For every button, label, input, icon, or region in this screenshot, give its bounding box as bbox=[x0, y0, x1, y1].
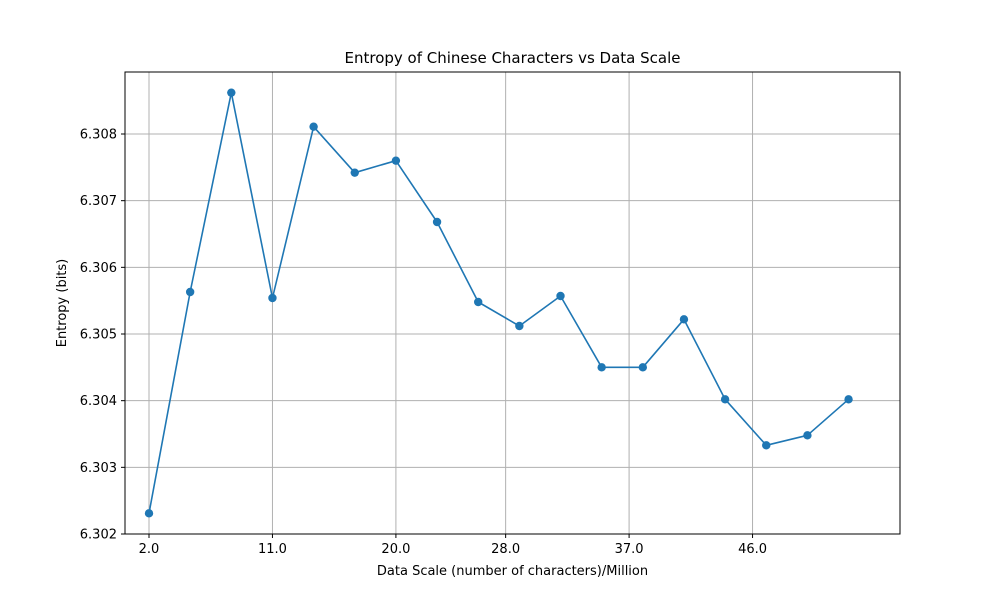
data-point bbox=[515, 321, 524, 331]
y-tick-label: 6.305 bbox=[80, 328, 117, 343]
data-point bbox=[762, 441, 771, 450]
data-point bbox=[638, 363, 648, 372]
series-layer bbox=[144, 88, 853, 518]
data-point bbox=[432, 217, 442, 227]
axis-ticks: 2.0 11.0 20.0 28.0 37.0 46.0 6.302 6.303 6.304 6.… bbox=[80, 128, 767, 558]
data-point bbox=[309, 122, 318, 131]
data-point bbox=[720, 395, 730, 404]
y-axis-label: Entropy (bits) bbox=[55, 259, 70, 348]
x-tick-label: 37.0 bbox=[615, 542, 644, 557]
data-point bbox=[350, 168, 359, 177]
x-tick-label: 11.0 bbox=[258, 542, 287, 557]
series-line bbox=[148, 91, 850, 514]
data-point bbox=[144, 509, 154, 518]
y-tick-label: 6.302 bbox=[80, 528, 117, 543]
data-point bbox=[679, 315, 689, 324]
x-tick-label: 28.0 bbox=[491, 542, 520, 557]
data-point bbox=[391, 156, 401, 165]
y-tick-label: 6.307 bbox=[80, 194, 117, 209]
x-axis-label: Data Scale (number of characters)/Millio… bbox=[377, 564, 648, 579]
y-tick-label: 6.306 bbox=[80, 261, 117, 276]
x-tick-label: 20.0 bbox=[381, 542, 410, 557]
data-point bbox=[474, 297, 483, 307]
data-point bbox=[803, 431, 812, 440]
data-point bbox=[227, 88, 236, 97]
data-point bbox=[185, 287, 195, 297]
x-tick-label: 46.0 bbox=[738, 542, 767, 557]
y-tick-label: 6.308 bbox=[80, 128, 117, 143]
x-tick-label: 2.0 bbox=[139, 542, 160, 557]
y-tick-label: 6.304 bbox=[80, 394, 117, 409]
data-point bbox=[844, 395, 853, 404]
data-point bbox=[268, 293, 277, 303]
y-tick-label: 6.303 bbox=[80, 461, 117, 476]
data-point bbox=[556, 291, 565, 301]
plot-frame bbox=[124, 71, 901, 535]
data-point bbox=[597, 363, 606, 372]
chart-title: Entropy of Chinese Characters vs Data Sc… bbox=[344, 49, 680, 67]
